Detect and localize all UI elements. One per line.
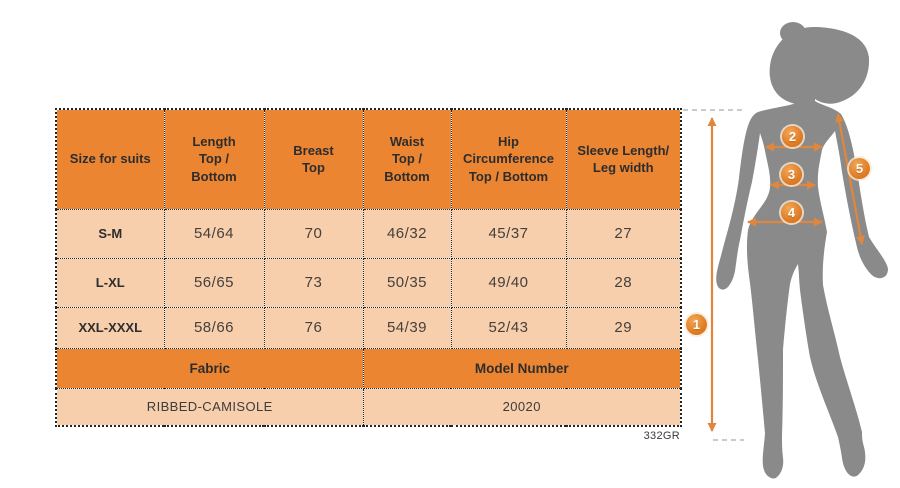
table-cell: 49/40	[450, 257, 567, 308]
female-silhouette	[716, 22, 888, 479]
model-number-header-cell: Model Number	[362, 347, 682, 389]
silhouette-body	[716, 90, 888, 479]
table-cell: 29	[565, 306, 682, 349]
style-code-label: 332GR	[643, 430, 680, 442]
table-cell: 73	[263, 257, 364, 308]
header-cell-size: Size for suits	[55, 108, 165, 210]
table-cell: 52/43	[450, 306, 567, 349]
table-cell: 27	[565, 208, 682, 259]
size-label: XXL-XXXL	[55, 306, 165, 349]
header-cell-waist: Waist Top / Bottom	[362, 108, 452, 210]
measurement-figure	[680, 0, 900, 488]
table-cell: 56/65	[163, 257, 265, 308]
fabric-header-cell: Fabric	[55, 347, 364, 389]
table-row-lxl: L-XL 56/65 73 50/35 49/40 28	[55, 257, 682, 308]
table-row-sm: S-M 54/64 70 46/32 45/37 27	[55, 208, 682, 259]
fabric-value-row: RIBBED-CAMISOLE 20020	[55, 387, 682, 427]
table-cell: 76	[263, 306, 364, 349]
model-number-value-cell: 20020	[362, 387, 682, 427]
size-label: L-XL	[55, 257, 165, 308]
female-silhouette-diagram	[683, 22, 888, 479]
size-chart-table: Size for suits Length Top / Bottom Breas…	[55, 108, 682, 427]
header-cell-sleeve: Sleeve Length/ Leg width	[565, 108, 682, 210]
header-cell-hip: Hip Circumference Top / Bottom	[450, 108, 567, 210]
measure-point-5: 5	[849, 158, 870, 179]
fabric-value-cell: RIBBED-CAMISOLE	[55, 387, 364, 427]
measure-point-4: 4	[781, 202, 802, 223]
size-label: S-M	[55, 208, 165, 259]
header-cell-length: Length Top / Bottom	[163, 108, 265, 210]
table-cell: 45/37	[450, 208, 567, 259]
table-cell: 54/39	[362, 306, 452, 349]
sleeve-length-arrow	[835, 113, 865, 245]
silhouette-head	[769, 26, 870, 105]
table-cell: 70	[263, 208, 364, 259]
table-cell: 54/64	[163, 208, 265, 259]
measure-point-1: 1	[686, 314, 707, 335]
measure-point-3: 3	[781, 164, 802, 185]
header-cell-breast: Breast Top	[263, 108, 364, 210]
measure-point-2: 2	[782, 126, 803, 147]
table-cell: 58/66	[163, 306, 265, 349]
table-cell: 46/32	[362, 208, 452, 259]
table-cell: 50/35	[362, 257, 452, 308]
table-cell: 28	[565, 257, 682, 308]
table-header-row: Size for suits Length Top / Bottom Breas…	[55, 108, 682, 210]
table-row-xxl: XXL-XXXL 58/66 76 54/39 52/43 29	[55, 306, 682, 349]
fabric-header-row: Fabric Model Number	[55, 347, 682, 389]
